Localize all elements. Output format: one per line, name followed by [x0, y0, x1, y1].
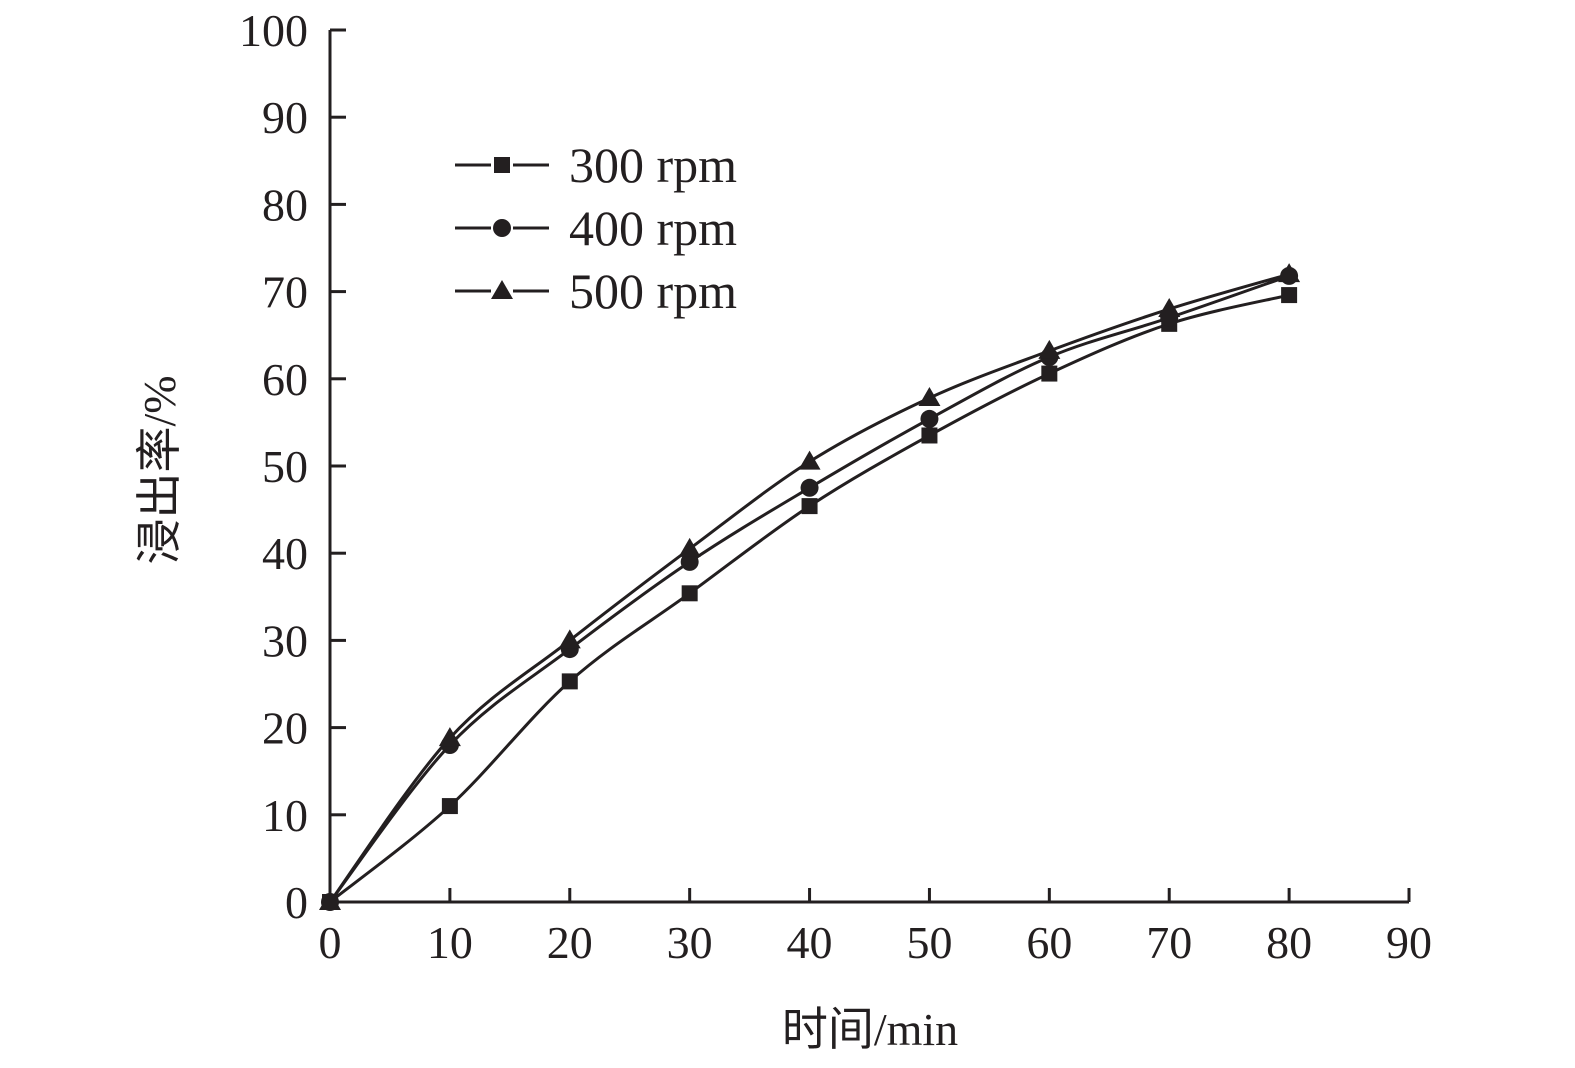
x-tick-label: 60: [1026, 917, 1072, 968]
legend-item: 500 rpm: [455, 263, 737, 319]
square-marker: [681, 585, 698, 602]
y-axis-title: 浸出率/%: [134, 375, 185, 564]
series-2: [319, 263, 1301, 910]
x-tick-label: 20: [547, 917, 593, 968]
circle-marker: [493, 219, 511, 237]
x-tick-label: 70: [1146, 917, 1192, 968]
square-marker: [1281, 287, 1298, 304]
y-tick-label: 70: [262, 267, 308, 318]
series-line: [329, 293, 1290, 904]
triangle-marker: [1278, 263, 1301, 283]
y-tick-label: 60: [262, 354, 308, 405]
axes: 0 10 20 30 40 50 60 70 80 90 100 0 10 20 30 40 50 60 70 80 9…: [239, 5, 1432, 968]
triangle-marker: [319, 891, 341, 910]
legend-item: 300 rpm: [455, 137, 737, 193]
x-tick-label: 50: [906, 917, 952, 968]
triangle-marker: [798, 450, 821, 470]
legend-label: 300 rpm: [569, 137, 737, 193]
triangle-marker: [491, 280, 513, 299]
circle-marker: [800, 478, 819, 497]
square-marker: [1041, 365, 1058, 382]
circle-marker: [680, 552, 699, 571]
square-marker: [494, 157, 510, 173]
x-tick-label: 10: [427, 917, 473, 968]
y-tick-label: 30: [262, 615, 308, 666]
triangle-marker: [558, 629, 581, 649]
legend-label: 400 rpm: [569, 200, 737, 256]
triangle-marker: [918, 386, 941, 406]
legend-label: 500 rpm: [569, 263, 737, 319]
series-1: [321, 266, 1299, 911]
y-tick-label: 80: [262, 179, 308, 230]
y-tick-label: 50: [262, 441, 308, 492]
x-tick-label: 0: [319, 917, 342, 968]
square-marker: [561, 673, 578, 690]
x-tick-label: 80: [1266, 917, 1312, 968]
triangle-marker: [438, 727, 461, 747]
series-0: [322, 287, 1298, 910]
x-tick-label: 90: [1386, 917, 1432, 968]
x-tick-label: 30: [667, 917, 713, 968]
y-tick-label: 100: [239, 5, 308, 56]
series-line: [328, 272, 1290, 903]
square-marker: [441, 798, 458, 815]
y-tick-label: 20: [262, 703, 308, 754]
x-tick-label: 40: [787, 917, 833, 968]
legend: 300 rpm 400 rpm 500 rpm: [455, 137, 737, 319]
series-layer: [319, 263, 1301, 911]
circle-marker: [920, 409, 939, 428]
triangle-marker: [1038, 339, 1061, 359]
y-tick-label: 10: [262, 790, 308, 841]
square-marker: [921, 427, 938, 444]
y-tick-label: 40: [262, 528, 308, 579]
triangle-marker: [678, 537, 701, 557]
x-axis-title: 时间/min: [782, 1004, 958, 1055]
legend-item: 400 rpm: [455, 200, 737, 256]
series-line: [328, 274, 1290, 903]
y-tick-label: 90: [262, 92, 308, 143]
y-tick-label: 0: [285, 877, 308, 928]
triangle-marker: [1158, 298, 1181, 318]
square-marker: [801, 498, 818, 515]
